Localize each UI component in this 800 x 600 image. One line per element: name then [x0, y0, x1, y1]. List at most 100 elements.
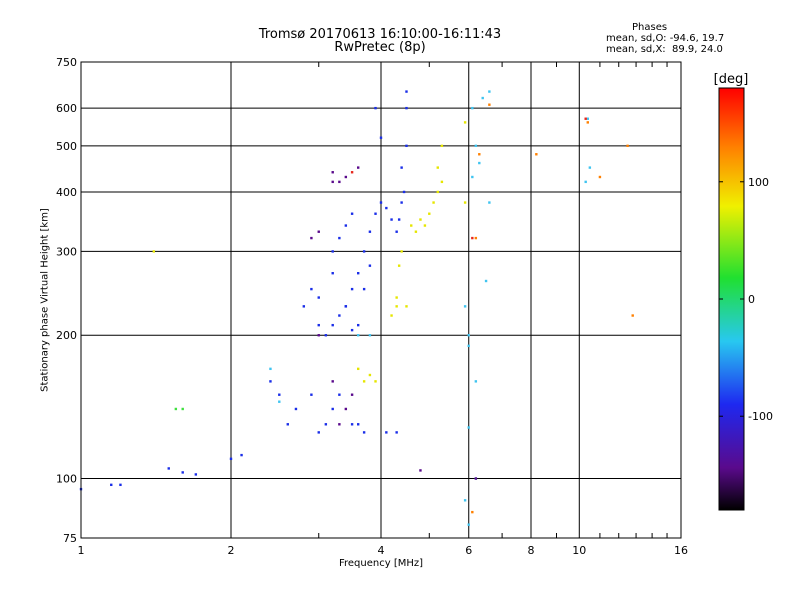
data-point	[350, 393, 354, 396]
data-point	[294, 407, 298, 411]
data-point	[356, 323, 360, 327]
data-point	[535, 153, 538, 156]
data-point	[467, 344, 470, 348]
data-point	[474, 477, 478, 480]
data-point	[474, 236, 478, 240]
colorbar-label: [deg]	[714, 72, 749, 87]
data-point	[440, 180, 444, 184]
data-point	[110, 483, 113, 487]
y-tick-label: 75	[63, 532, 77, 545]
phases-o-stats: mean, sd,O: -94.6, 19.7	[606, 33, 725, 44]
data-point	[467, 426, 470, 429]
data-point	[368, 334, 372, 337]
data-point	[331, 323, 334, 327]
data-point	[338, 314, 341, 317]
y-tick-label: 750	[56, 56, 77, 69]
data-point	[423, 224, 427, 227]
y-tick-label: 100	[56, 473, 77, 486]
y-tick-label: 200	[56, 329, 77, 342]
chart-title: Tromsø 20170613 16:10:00-16:11:43	[258, 27, 502, 42]
data-point	[436, 166, 439, 169]
data-point	[385, 431, 388, 434]
data-point	[467, 523, 470, 526]
plot-frame	[80, 61, 682, 539]
data-point	[631, 314, 634, 317]
data-point	[331, 171, 334, 174]
y-tick-label: 300	[56, 245, 77, 258]
data-point	[432, 201, 435, 204]
data-point	[324, 334, 328, 337]
data-point	[338, 236, 341, 240]
data-point	[350, 287, 354, 291]
data-point	[331, 380, 334, 383]
data-point	[167, 467, 170, 470]
data-point	[324, 423, 328, 426]
x-tick-label: 1	[78, 544, 85, 557]
data-point	[356, 166, 360, 169]
data-point	[350, 423, 354, 426]
data-point	[317, 323, 320, 327]
data-point	[481, 96, 484, 100]
data-point	[338, 393, 341, 396]
data-point	[344, 224, 348, 227]
data-point	[350, 328, 354, 332]
data-point	[302, 305, 306, 308]
x-tick-label: 10	[572, 544, 586, 557]
data-point	[362, 431, 366, 434]
data-point	[356, 272, 360, 275]
data-point	[310, 393, 313, 396]
data-point	[626, 144, 629, 148]
x-tick-label: 2	[228, 544, 235, 557]
data-point	[586, 121, 589, 124]
data-point	[269, 380, 272, 383]
x-tick-label: 8	[528, 544, 535, 557]
data-point	[240, 453, 243, 457]
data-point	[478, 153, 481, 156]
data-point	[463, 121, 467, 124]
data-point	[362, 250, 366, 253]
data-point	[471, 236, 474, 240]
data-point	[152, 250, 156, 253]
data-point	[474, 144, 478, 148]
data-point	[194, 473, 198, 476]
data-point	[397, 218, 401, 221]
y-tick-label: 600	[56, 102, 77, 115]
data-point	[471, 175, 474, 179]
data-point	[344, 305, 348, 308]
data-point	[436, 190, 439, 194]
data-point	[362, 380, 366, 383]
data-point	[395, 305, 398, 308]
data-point	[338, 423, 341, 426]
data-point	[356, 423, 360, 426]
x-tick-label: 6	[465, 544, 472, 557]
data-point	[395, 296, 398, 299]
data-point	[374, 380, 377, 383]
data-point	[317, 431, 320, 434]
data-point	[269, 367, 272, 371]
data-point	[374, 212, 377, 215]
data-point	[584, 180, 587, 184]
x-axis-label: Frequency [MHz]	[338, 558, 424, 569]
x-tick-label: 16	[674, 544, 688, 557]
data-point	[181, 407, 184, 411]
data-point	[488, 90, 491, 93]
data-point	[402, 190, 406, 194]
chart-subtitle: RwPretec (8p)	[334, 40, 426, 55]
data-point	[317, 296, 320, 299]
data-point	[405, 106, 408, 110]
data-point	[471, 106, 474, 110]
data-point	[586, 117, 589, 120]
data-point	[488, 103, 491, 106]
data-point	[474, 380, 478, 383]
data-point	[419, 218, 422, 221]
data-point	[356, 334, 360, 337]
data-point	[463, 201, 467, 204]
data-point	[397, 264, 401, 267]
data-point	[395, 431, 398, 434]
colorbar-tick-label: -100	[748, 410, 773, 423]
data-point	[229, 457, 233, 461]
data-point	[471, 510, 474, 514]
data-point	[390, 314, 393, 317]
x-tick-label: 4	[378, 544, 385, 557]
